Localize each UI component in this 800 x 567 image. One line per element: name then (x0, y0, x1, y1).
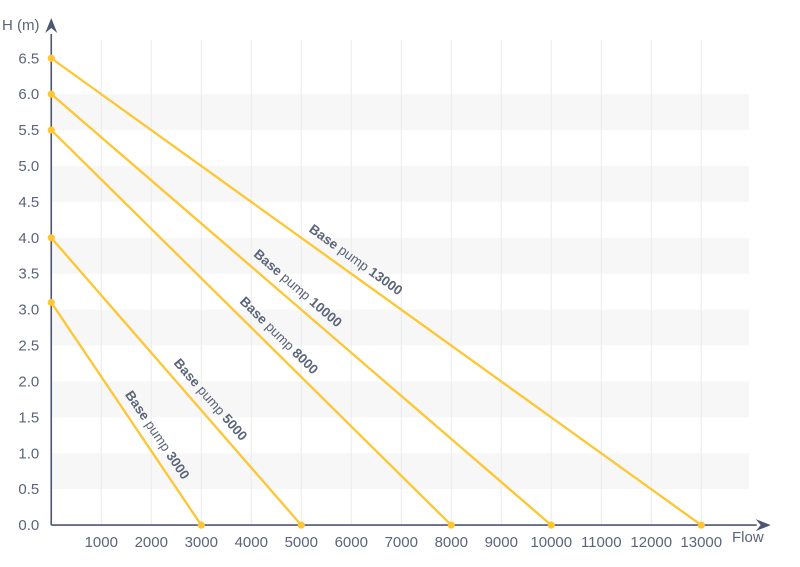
svg-text:6000: 6000 (335, 534, 368, 551)
svg-text:5000: 5000 (285, 534, 318, 551)
svg-text:Flow: Flow (732, 529, 764, 546)
svg-text:4.0: 4.0 (18, 230, 39, 247)
svg-text:5.0: 5.0 (18, 158, 39, 175)
svg-text:6.5: 6.5 (18, 50, 39, 67)
svg-text:3.5: 3.5 (18, 266, 39, 283)
svg-text:4.5: 4.5 (18, 194, 39, 211)
svg-text:1.5: 1.5 (18, 409, 39, 426)
svg-text:7000: 7000 (385, 534, 418, 551)
svg-text:3000: 3000 (185, 534, 218, 551)
svg-text:11000: 11000 (581, 534, 622, 551)
svg-text:10000: 10000 (530, 534, 572, 551)
svg-text:4000: 4000 (235, 534, 268, 551)
svg-text:2.5: 2.5 (18, 338, 39, 355)
svg-text:3.0: 3.0 (18, 302, 39, 319)
svg-text:5.5: 5.5 (18, 122, 39, 139)
svg-text:12000: 12000 (630, 534, 672, 551)
svg-text:1000: 1000 (85, 534, 118, 551)
svg-text:0.0: 0.0 (18, 517, 39, 534)
svg-text:0.5: 0.5 (18, 481, 39, 498)
svg-text:1.0: 1.0 (18, 445, 39, 462)
svg-text:2.0: 2.0 (18, 373, 39, 390)
svg-text:9000: 9000 (485, 534, 518, 551)
svg-text:H (m): H (m) (2, 17, 40, 34)
svg-text:8000: 8000 (435, 534, 468, 551)
svg-text:2000: 2000 (135, 534, 168, 551)
svg-text:6.0: 6.0 (18, 86, 39, 103)
svg-text:13000: 13000 (680, 534, 722, 551)
